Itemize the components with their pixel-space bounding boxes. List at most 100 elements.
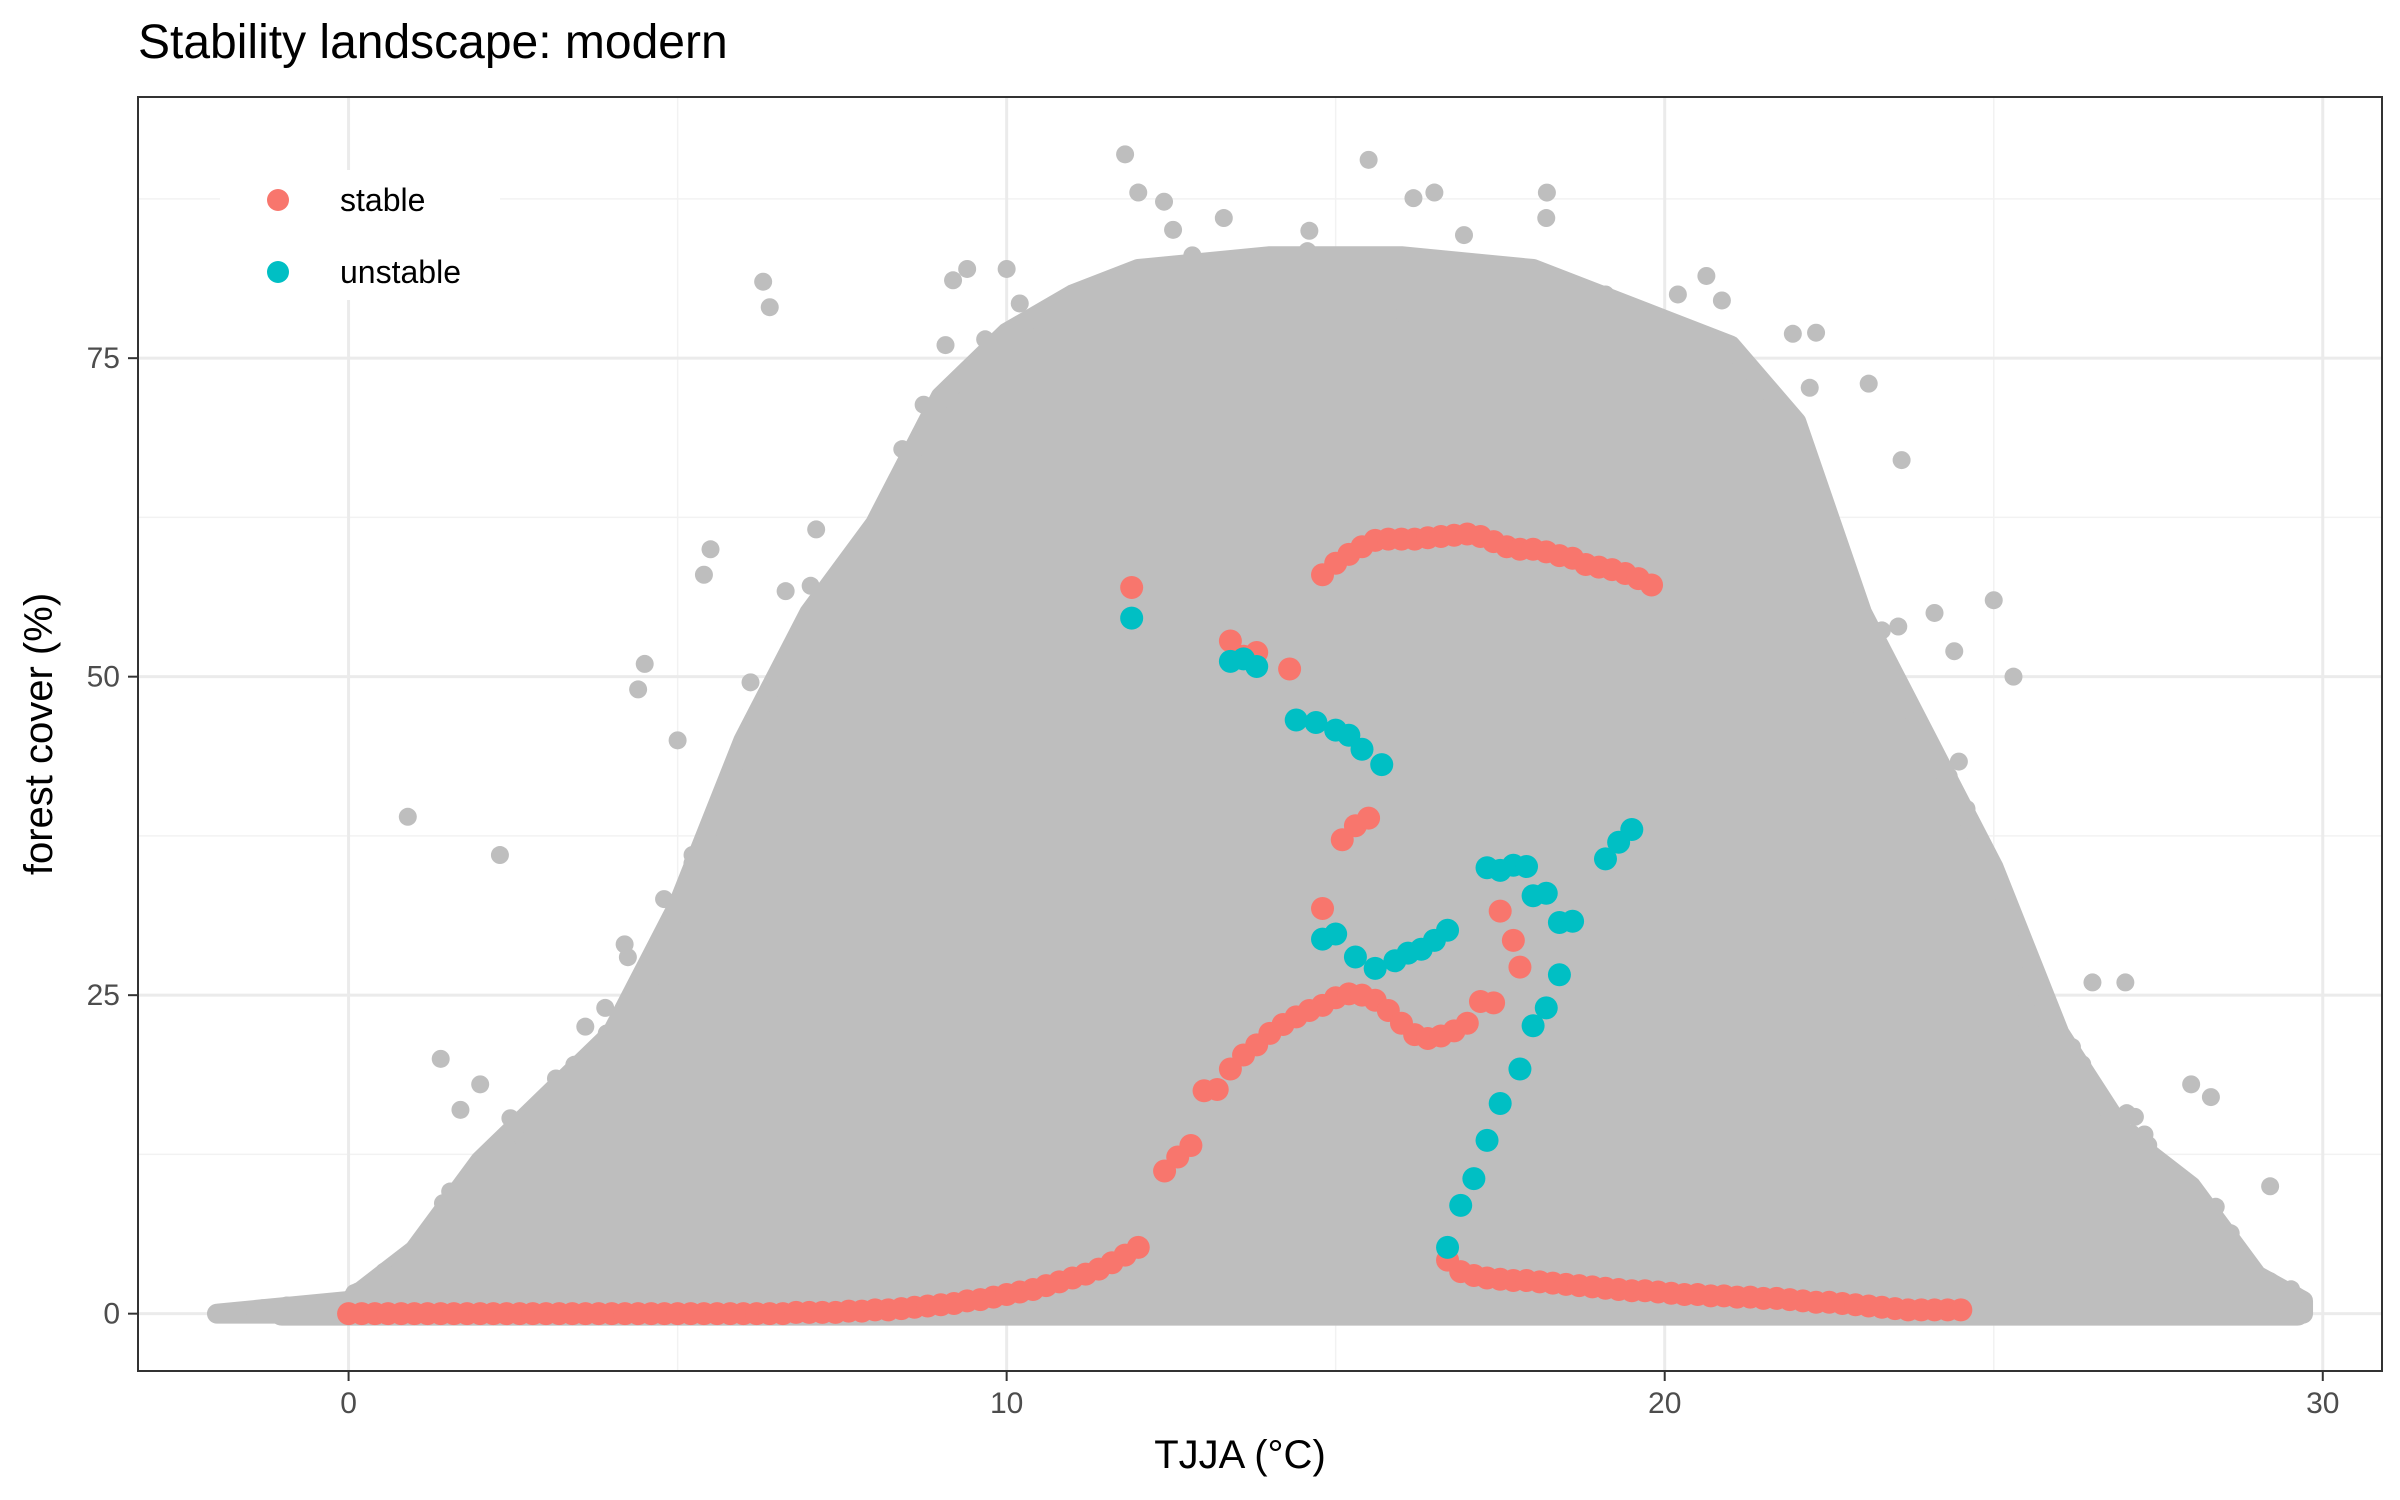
background-point <box>245 1302 264 1321</box>
background-point <box>427 1240 446 1259</box>
background-point <box>1939 767 1958 786</box>
point-stable <box>1126 1235 1150 1259</box>
background-point <box>2170 1188 2189 1207</box>
point-stable <box>1482 991 1506 1015</box>
background-point <box>936 336 955 355</box>
background-point <box>501 1109 520 1128</box>
background-point <box>1665 338 1684 357</box>
background-point <box>736 821 755 840</box>
point-unstable <box>1436 1235 1460 1259</box>
y-axis-title: forest cover (%) <box>17 593 61 875</box>
background-point <box>788 669 807 688</box>
background-point <box>565 1055 584 1074</box>
background-point <box>1949 752 1968 771</box>
y-tick-label: 75 <box>87 342 120 375</box>
plot-border <box>137 96 2383 1372</box>
background-point <box>1983 920 2002 939</box>
background-point <box>2252 1273 2271 1292</box>
legend-label-unstable: unstable <box>340 254 461 290</box>
background-point <box>2149 1155 2168 1174</box>
background-point <box>576 1017 595 1036</box>
background-point <box>2017 1000 2036 1019</box>
background-point <box>1154 405 1173 424</box>
background-point <box>1853 703 1872 722</box>
background-point <box>496 1156 515 1175</box>
background-point <box>1859 374 1878 393</box>
background-point <box>1672 351 1691 370</box>
background-point <box>277 1296 296 1315</box>
point-stable <box>1455 1011 1479 1035</box>
background-point <box>1061 430 1080 449</box>
background-point <box>1116 145 1135 164</box>
point-stable <box>1278 657 1302 681</box>
background-point <box>1698 451 1717 470</box>
background-point <box>2182 1075 2201 1094</box>
background-point <box>1003 433 1022 452</box>
background-point <box>852 603 871 622</box>
legend-background <box>220 170 500 300</box>
point-unstable <box>1475 1128 1499 1152</box>
background-point <box>498 1138 517 1157</box>
background-point <box>1596 285 1615 304</box>
background-point <box>889 486 908 505</box>
background-point <box>1129 183 1148 202</box>
background-point <box>997 259 1016 278</box>
background-point <box>1712 291 1731 310</box>
background-point <box>1726 457 1745 476</box>
y-tick-label: 0 <box>103 1298 120 1331</box>
x-axis-ticks: 0 10 20 30 <box>340 1371 2339 1420</box>
background-point <box>1025 448 1044 467</box>
background-point <box>974 401 993 420</box>
background-point <box>2015 945 2034 964</box>
background-point <box>2073 1055 2092 1074</box>
background-point <box>1066 415 1085 434</box>
background-point <box>1788 517 1807 536</box>
background-point <box>2123 1146 2142 1165</box>
point-stable <box>1311 897 1335 921</box>
x-axis-title: TJJA (°C) <box>1154 1433 1326 1477</box>
series-points <box>337 522 1973 1326</box>
point-stable <box>1218 629 1242 653</box>
background-point <box>683 845 702 864</box>
point-unstable <box>1534 996 1558 1020</box>
point-unstable <box>1449 1193 1473 1217</box>
x-tick-label: 10 <box>990 1387 1023 1420</box>
background-point <box>1232 300 1251 319</box>
background-point <box>1061 340 1080 359</box>
background-point <box>227 1304 246 1323</box>
point-unstable <box>1436 918 1460 942</box>
background-point <box>2122 1124 2141 1143</box>
point-unstable <box>1343 945 1367 969</box>
background-point <box>1800 378 1819 397</box>
background-point <box>490 846 509 865</box>
background-point <box>2025 1025 2044 1044</box>
background-point <box>621 997 640 1016</box>
background-point <box>1291 321 1310 340</box>
background-point <box>1537 209 1556 228</box>
point-unstable <box>1620 818 1644 842</box>
background-point <box>2107 1122 2126 1141</box>
background-point <box>914 434 933 453</box>
background-point <box>992 363 1011 382</box>
point-stable <box>1120 575 1144 599</box>
background-point <box>398 807 417 826</box>
point-unstable <box>1350 737 1374 761</box>
point-unstable <box>1521 1014 1545 1038</box>
background-point <box>1681 328 1700 347</box>
background-point <box>1397 296 1416 315</box>
background-point <box>1538 336 1557 355</box>
background-point <box>1807 323 1826 342</box>
background-point <box>1260 370 1279 389</box>
background-point <box>2117 1104 2136 1123</box>
background-point <box>1110 278 1129 297</box>
background-point <box>1848 668 1867 687</box>
point-stable <box>1508 955 1532 979</box>
background-point <box>2116 973 2135 992</box>
point-unstable <box>1593 847 1617 871</box>
background-point <box>375 1262 394 1281</box>
background-point <box>1847 629 1866 648</box>
x-tick-label: 20 <box>1648 1387 1681 1420</box>
background-point <box>2135 1125 2154 1144</box>
y-tick-label: 50 <box>87 661 120 694</box>
